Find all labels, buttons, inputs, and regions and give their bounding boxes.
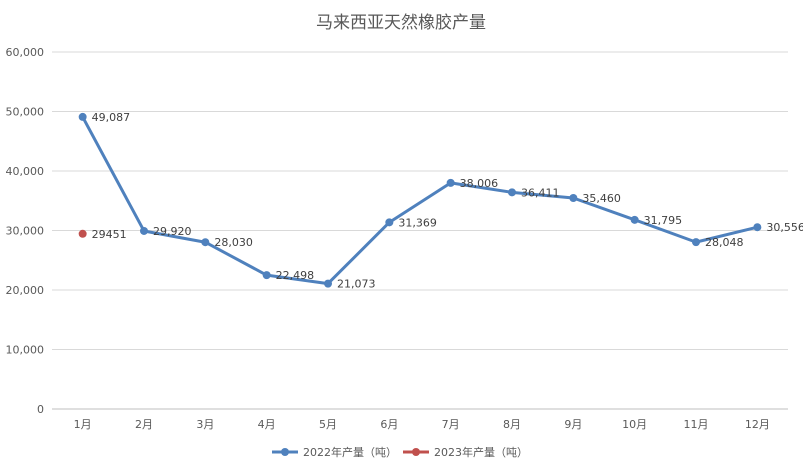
legend-label: 2023年产量（吨） — [434, 445, 528, 459]
data-label: 49,087 — [92, 111, 130, 124]
legend-item-1: 2022年产量（吨） — [272, 445, 397, 459]
legend-item-2: 2023年产量（吨） — [403, 445, 528, 459]
data-label: 29,920 — [153, 225, 192, 238]
data-point — [78, 229, 87, 238]
x-tick-label: 7月 — [442, 418, 460, 431]
data-label: 36,411 — [521, 186, 560, 199]
chart-title: 马来西亚天然橡胶产量 — [316, 13, 486, 33]
y-tick-label: 30,000 — [6, 225, 45, 238]
x-tick-label: 12月 — [745, 418, 770, 431]
data-point — [446, 178, 455, 187]
x-tick-label: 6月 — [380, 418, 398, 431]
data-point — [753, 223, 762, 232]
data-label: 38,006 — [460, 177, 499, 190]
y-tick-label: 50,000 — [6, 106, 45, 119]
data-point — [385, 218, 394, 227]
data-point — [324, 279, 332, 288]
data-point — [569, 194, 578, 203]
data-point — [262, 271, 271, 280]
y-tick-label: 40,000 — [6, 165, 45, 178]
legend: 2022年产量（吨） 2023年产量（吨） — [272, 445, 528, 459]
data-label: 21,073 — [337, 278, 376, 291]
data-label: 30,556 — [766, 221, 803, 234]
x-tick-label: 11月 — [684, 418, 709, 431]
data-point — [140, 226, 148, 235]
data-label: 29451 — [92, 228, 127, 241]
y-tick-label: 10,000 — [6, 344, 45, 357]
x-tick-label: 8月 — [503, 418, 521, 431]
series-1: 49,087 29,920 28,030 22,498 21,073 31,369 38,0… — [78, 111, 803, 291]
x-tick-label: 1月 — [74, 418, 92, 431]
y-tick-label: 0 — [37, 403, 44, 416]
series-line — [81, 115, 759, 286]
data-point — [78, 112, 87, 121]
series-group: 49,087 29,920 28,030 22,498 21,073 31,369 38,0… — [78, 111, 803, 291]
data-point — [201, 238, 210, 247]
y-tick-label: 20,000 — [6, 284, 45, 297]
data-label: 31,795 — [644, 214, 683, 227]
x-tick-label: 4月 — [258, 418, 276, 431]
data-point — [630, 215, 639, 224]
legend-label: 2022年产量（吨） — [303, 445, 397, 459]
x-tick-label: 9月 — [564, 418, 582, 431]
x-axis: 1月 2月 3月 4月 5月 6月 7月 8月 9月 10月 11月 12月 — [74, 418, 770, 431]
series-2: 29451 — [78, 228, 127, 241]
x-tick-label: 3月 — [196, 418, 214, 431]
legend-swatch-marker — [412, 448, 420, 456]
data-label: 35,460 — [582, 192, 621, 205]
data-point — [508, 188, 516, 197]
data-label: 28,030 — [214, 236, 253, 249]
data-label: 28,048 — [705, 236, 744, 249]
data-label: 31,369 — [398, 216, 437, 229]
data-point — [692, 238, 700, 247]
x-tick-label: 2月 — [135, 418, 153, 431]
legend-swatch-marker — [281, 448, 289, 456]
x-tick-label: 5月 — [319, 418, 337, 431]
gridlines — [52, 51, 788, 410]
y-axis: 0 10,000 20,000 30,000 40,000 50,000 60,000 — [6, 46, 45, 416]
data-label: 22,498 — [276, 269, 315, 282]
y-tick-label: 60,000 — [6, 46, 45, 59]
x-tick-label: 10月 — [622, 418, 647, 431]
